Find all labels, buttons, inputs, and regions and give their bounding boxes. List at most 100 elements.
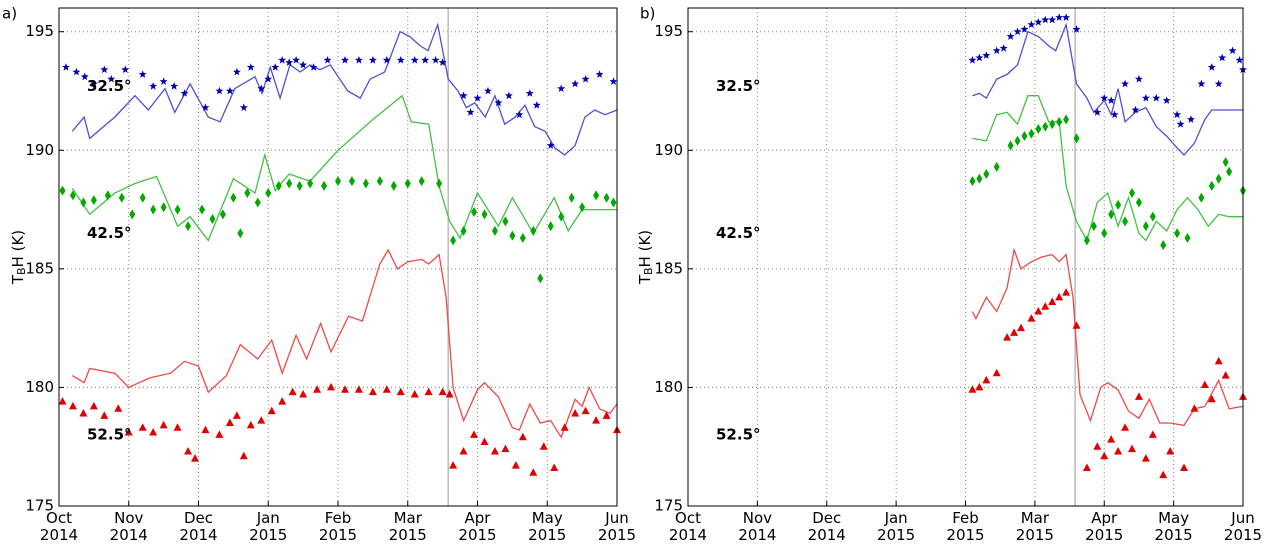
star-marker	[264, 74, 273, 83]
y-axis-label: TBH (K)	[636, 230, 656, 285]
diamond-marker	[286, 178, 293, 189]
x-tick-label: Oct 2014	[39, 509, 79, 544]
diamond-marker	[1101, 228, 1108, 239]
triangle-marker	[340, 385, 349, 393]
triangle-marker	[1128, 444, 1136, 453]
diamond-marker	[69, 190, 76, 201]
star-marker	[532, 101, 541, 109]
diamond-marker	[558, 211, 565, 222]
y-label-sub: B	[642, 267, 655, 275]
triangle-marker	[1055, 292, 1064, 301]
star-marker	[246, 63, 255, 71]
x-tick-label: Apr 2015	[1085, 509, 1124, 544]
triangle-marker	[490, 446, 499, 455]
triangle-marker	[100, 411, 109, 419]
star-marker	[225, 86, 234, 95]
star-marker	[341, 56, 349, 64]
star-marker	[515, 110, 524, 119]
diamond-marker	[219, 209, 226, 220]
diamond-marker	[537, 273, 544, 284]
star-marker	[1020, 25, 1029, 33]
diamond-marker	[1073, 133, 1080, 144]
y-tick-label: 175	[25, 497, 54, 515]
diamond-marker	[1222, 157, 1229, 168]
diamond-marker	[129, 209, 136, 220]
triangle-marker	[410, 390, 419, 398]
star-marker	[80, 72, 89, 81]
star-marker	[410, 56, 419, 64]
triangle-marker	[327, 382, 336, 391]
triangle-marker	[529, 468, 538, 476]
star-marker	[396, 56, 405, 64]
diamond-marker	[1122, 216, 1129, 227]
diamond-marker	[502, 216, 509, 227]
y-tick-label: 195	[25, 22, 54, 40]
diamond-marker	[450, 235, 457, 246]
triangle-marker	[1034, 307, 1043, 315]
triangle-marker	[232, 411, 241, 419]
star-marker	[466, 108, 475, 116]
triangle-marker	[1166, 446, 1175, 455]
triangle-marker	[424, 387, 433, 396]
triangle-marker	[79, 409, 88, 417]
diamond-marker	[118, 192, 125, 203]
star-marker	[1027, 20, 1036, 28]
star-marker	[1228, 46, 1237, 55]
star-marker	[100, 65, 109, 74]
x-tick-label: Dec 2014	[179, 509, 218, 544]
diamond-marker	[348, 176, 355, 187]
triangle-marker	[1082, 463, 1091, 472]
star-marker	[982, 51, 991, 59]
triangle-marker	[480, 437, 489, 445]
diamond-marker	[80, 197, 87, 208]
y-axis-label: TBH (K)	[9, 230, 29, 285]
triangle-marker	[354, 385, 363, 393]
star-marker	[1121, 79, 1130, 88]
triangle-marker	[1048, 297, 1057, 306]
triangle-marker	[201, 425, 210, 434]
diamond-marker	[1108, 209, 1115, 220]
star-marker	[1041, 15, 1050, 24]
x-tick-label: May 2015	[1154, 509, 1193, 544]
star-marker	[1173, 110, 1182, 119]
triangle-marker	[1041, 302, 1050, 310]
y-label-part: H (K)	[636, 230, 654, 268]
star-marker	[1062, 13, 1071, 21]
line	[71, 248, 618, 439]
diamond-marker	[1226, 166, 1233, 177]
line	[71, 22, 618, 156]
triangle-marker	[1121, 423, 1130, 431]
star-marker	[170, 82, 179, 90]
series-annotation: 42.5°	[716, 224, 761, 242]
star-marker	[239, 103, 248, 111]
star-marker	[62, 63, 70, 71]
star-marker	[1072, 25, 1081, 33]
x-tick-label: Dec 2014	[807, 509, 846, 544]
diamond-marker	[1215, 173, 1222, 184]
star-marker	[1055, 13, 1064, 21]
diamond-marker	[610, 197, 617, 208]
diamond-marker	[491, 225, 498, 236]
series-annotation: 42.5°	[87, 224, 132, 242]
star-marker	[149, 82, 158, 90]
triangle-marker	[1134, 392, 1143, 400]
triangle-marker	[1003, 333, 1012, 341]
star-marker	[581, 74, 590, 83]
diamond-marker	[579, 202, 586, 213]
diamond-marker	[1021, 131, 1028, 142]
star-marker	[421, 56, 430, 64]
line	[71, 94, 617, 242]
star-marker	[1107, 96, 1116, 104]
star-marker	[180, 89, 189, 97]
panel-label: b)	[640, 5, 655, 23]
triangle-marker	[1114, 446, 1123, 455]
triangle-marker	[1148, 430, 1157, 438]
star-marker	[121, 65, 130, 74]
diamond-marker	[265, 187, 272, 198]
star-marker	[1134, 74, 1143, 83]
x-tick-label: Jan 2015	[249, 509, 288, 544]
triangle-marker	[1062, 288, 1071, 296]
triangle-marker	[518, 432, 527, 441]
star-marker	[1034, 18, 1043, 26]
